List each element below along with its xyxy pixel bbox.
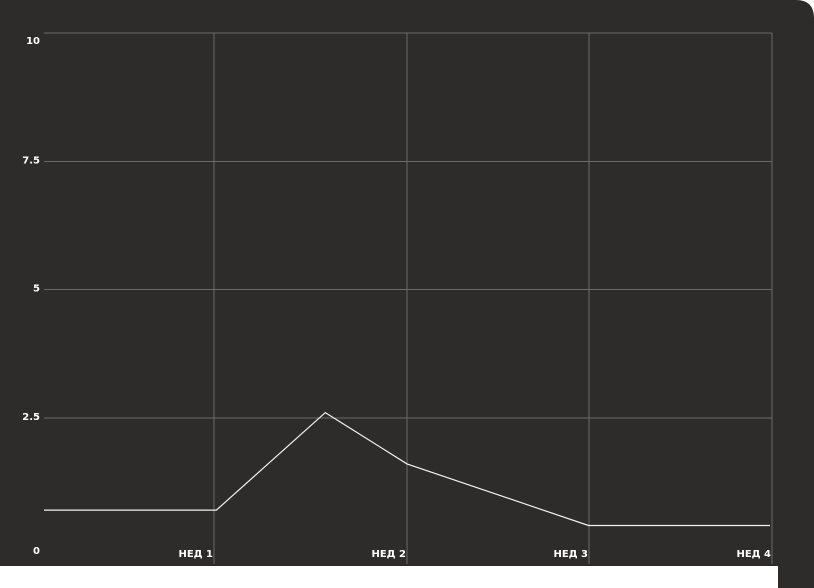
x-tick-label: НЕД 3: [553, 549, 588, 560]
x-tick-label: НЕД 2: [371, 549, 406, 560]
y-tick-label: 7.5: [22, 155, 40, 166]
y-axis-ticks: 0 2.5 5 7.5 10: [22, 36, 40, 557]
y-tick-label: 10: [26, 36, 40, 47]
series-layer: [43, 411, 771, 527]
grid: [44, 32, 773, 564]
y-tick-label: 0: [33, 546, 40, 557]
x-tick-label: НЕД 4: [736, 549, 771, 560]
y-tick-label: 2.5: [22, 412, 40, 423]
x-axis-ticks: НЕД 1 НЕД 2 НЕД 3 НЕД 4: [178, 549, 771, 560]
y-tick-label: 5: [33, 284, 40, 295]
x-tick-label: НЕД 1: [178, 549, 213, 560]
series-line: [44, 411, 770, 527]
